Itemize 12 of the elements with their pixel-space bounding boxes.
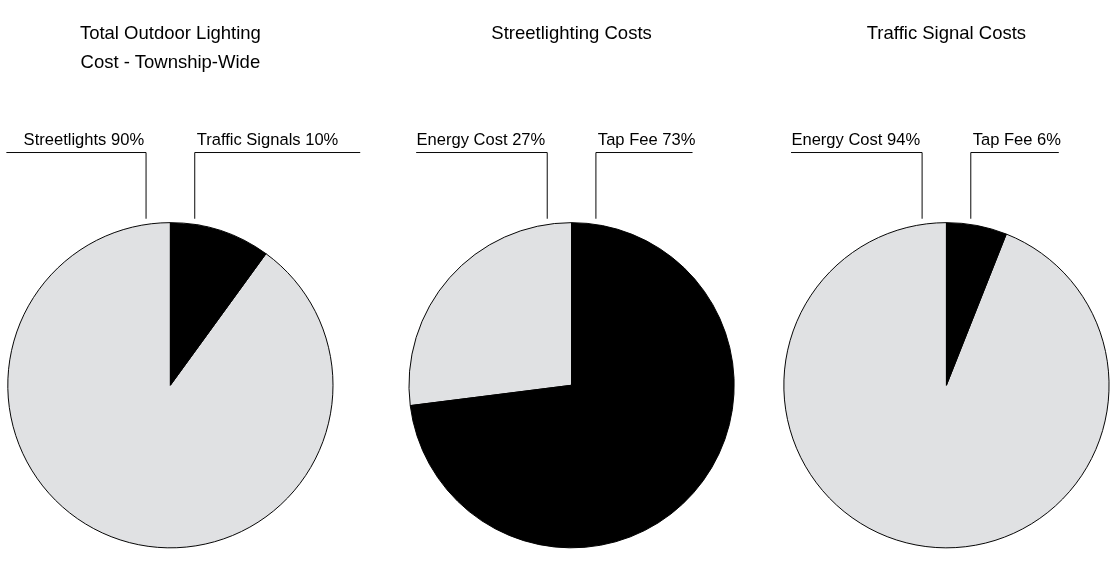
slice-label: Energy Cost 27%: [416, 129, 546, 149]
chart-title: Traffic Signal Costs: [866, 21, 1027, 43]
pie-slice: [7, 222, 334, 549]
slice-label: Energy Cost 94%: [791, 129, 921, 149]
pie-slice: [783, 222, 1110, 549]
slice-label: Traffic Signals 10%: [196, 129, 339, 149]
slice-label: Streetlights 90%: [23, 129, 145, 149]
chart-title: Streetlighting Costs: [491, 21, 652, 43]
slice-label: Tap Fee 6%: [972, 129, 1062, 149]
pie-slice: [409, 222, 735, 549]
slice-label: Tap Fee 73%: [597, 129, 696, 149]
chart-title: Total Outdoor Lighting Cost - Township-Wide: [79, 21, 261, 72]
